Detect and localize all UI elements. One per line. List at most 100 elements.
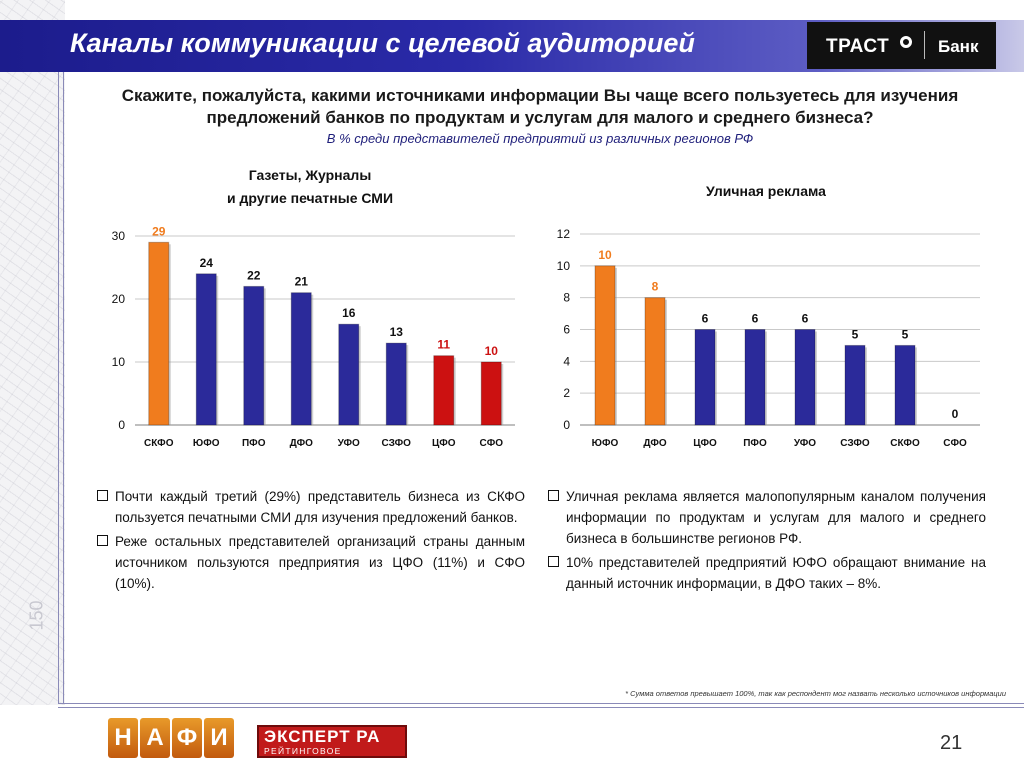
bullet-square-icon bbox=[97, 535, 108, 546]
category-label: ПФО bbox=[242, 438, 266, 449]
y-tick-label: 30 bbox=[112, 229, 126, 243]
survey-subtitle: В % среди представителей предприятий из … bbox=[326, 131, 754, 146]
y-tick-label: 6 bbox=[563, 323, 570, 337]
category-label: СЗФО bbox=[382, 438, 412, 449]
chart2-title-line1: Уличная реклама bbox=[706, 183, 826, 199]
category-label: СФО bbox=[479, 438, 503, 449]
frame-bottom-line bbox=[58, 703, 1024, 708]
bar bbox=[844, 344, 866, 426]
expert-logo-name: ЭКСПЕРТ РА bbox=[264, 727, 381, 746]
logo-trast-text: ТРАСТ bbox=[826, 36, 890, 57]
data-label: 10 bbox=[598, 248, 612, 262]
y-tick-label: 20 bbox=[112, 292, 126, 306]
chart1-title-line1: Газеты, Журналы bbox=[248, 167, 372, 183]
chart2-title: Уличная реклама bbox=[636, 180, 896, 203]
y-tick-label: 2 bbox=[563, 386, 570, 400]
bar bbox=[480, 361, 502, 426]
bar bbox=[694, 329, 716, 426]
y-tick-label: 12 bbox=[557, 227, 571, 241]
data-label: 10 bbox=[485, 344, 499, 358]
data-label: 6 bbox=[752, 312, 759, 326]
bullet-item: Уличная реклама является малопопулярным … bbox=[548, 486, 986, 549]
y-tick-label: 8 bbox=[563, 291, 570, 305]
bar bbox=[243, 285, 265, 426]
data-label: 5 bbox=[902, 327, 909, 341]
nafi-letter: Ф bbox=[172, 718, 202, 758]
chart1-title: Газеты, Журналы и другие печатные СМИ bbox=[170, 164, 450, 210]
logo-divider bbox=[924, 31, 925, 59]
bullet-text: 10% представителей предприятий ЮФО обращ… bbox=[566, 555, 986, 591]
category-label: ЮФО bbox=[592, 438, 619, 449]
bar bbox=[744, 329, 766, 426]
expert-logo-subtitle: РЕЙТИНГОВОЕ АГЕНТСТВО bbox=[264, 746, 342, 766]
category-label: ПФО bbox=[743, 438, 767, 449]
side-watermark-number: 150 bbox=[26, 600, 47, 631]
bullet-text: Реже остальных представителей организаци… bbox=[115, 534, 525, 591]
data-label: 24 bbox=[200, 256, 214, 270]
nafi-letter: И bbox=[204, 718, 234, 758]
bullets-left: Почти каждый третий (29%) представитель … bbox=[97, 486, 525, 597]
bar bbox=[894, 344, 916, 426]
data-label: 0 bbox=[952, 407, 959, 421]
logo-bank-text: Банк bbox=[938, 37, 979, 56]
data-label: 8 bbox=[652, 280, 659, 294]
category-label: СКФО bbox=[144, 438, 174, 449]
category-label: ДФО bbox=[290, 438, 314, 449]
y-tick-label: 0 bbox=[118, 418, 125, 432]
frame-left-line bbox=[58, 72, 64, 704]
bar bbox=[594, 265, 616, 426]
bar bbox=[644, 297, 666, 426]
background-pattern bbox=[0, 0, 65, 705]
expert-ra-logo: ЭКСПЕРТ РА РЕЙТИНГОВОЕ АГЕНТСТВО bbox=[257, 725, 407, 766]
y-tick-label: 10 bbox=[557, 259, 571, 273]
bullet-text: Уличная реклама является малопопулярным … bbox=[566, 489, 986, 546]
bar bbox=[290, 292, 312, 426]
page-number: 21 bbox=[940, 732, 963, 754]
nafi-letter: Н bbox=[108, 718, 138, 758]
chart-street-ads: 0 2 4 6 8 10 12 10 ЮФО 8 ДФО 6 ЦФО 6 ПФО 6 УФО 5 СЗФО 5 СКФО… bbox=[557, 227, 980, 449]
bar bbox=[148, 241, 170, 426]
category-label: СКФО bbox=[890, 438, 920, 449]
data-label: 29 bbox=[152, 224, 166, 238]
bullet-item: Почти каждый третий (29%) представитель … bbox=[97, 486, 525, 528]
category-label: ЦФО bbox=[693, 438, 717, 449]
survey-question: Скажите, пожалуйста, какими источниками … bbox=[121, 86, 959, 127]
footnote: * Сумма ответов превышает 100%, так как … bbox=[625, 689, 1006, 698]
bullet-item: Реже остальных представителей организаци… bbox=[97, 531, 525, 594]
category-label: ДФО bbox=[643, 438, 667, 449]
category-label: УФО bbox=[338, 438, 360, 449]
bullet-square-icon bbox=[548, 556, 559, 567]
bullet-square-icon bbox=[97, 490, 108, 501]
data-label: 16 bbox=[342, 306, 356, 320]
chart1-title-line2: и другие печатные СМИ bbox=[226, 190, 394, 206]
logo-ring-icon bbox=[900, 36, 912, 48]
data-label: 6 bbox=[802, 312, 809, 326]
y-tick-label: 0 bbox=[563, 418, 570, 432]
bullet-text: Почти каждый третий (29%) представитель … bbox=[115, 489, 525, 525]
bullets-right: Уличная реклама является малопопулярным … bbox=[548, 486, 986, 597]
nafi-letter: А bbox=[140, 718, 170, 758]
data-label: 13 bbox=[390, 325, 404, 339]
category-label: СФО bbox=[943, 438, 967, 449]
bullet-item: 10% представителей предприятий ЮФО обращ… bbox=[548, 552, 986, 594]
data-label: 11 bbox=[437, 338, 450, 352]
y-tick-label: 10 bbox=[112, 355, 126, 369]
category-label: СЗФО bbox=[840, 438, 870, 449]
bar bbox=[433, 355, 455, 426]
bar bbox=[195, 273, 217, 426]
bar bbox=[794, 329, 816, 426]
data-label: 22 bbox=[247, 268, 261, 282]
y-tick-label: 4 bbox=[563, 354, 570, 368]
bar bbox=[385, 342, 407, 426]
data-label: 21 bbox=[295, 275, 309, 289]
bar bbox=[338, 323, 360, 426]
category-label: ЮФО bbox=[193, 438, 220, 449]
category-label: ЦФО bbox=[432, 438, 456, 449]
data-label: 5 bbox=[852, 327, 859, 341]
category-label: УФО bbox=[794, 438, 816, 449]
bullet-square-icon bbox=[548, 490, 559, 501]
data-label: 6 bbox=[702, 312, 709, 326]
chart-print-media: 0 10 20 30 29 СКФО 24 ЮФО 22 ПФО 21 ДФО 16 УФО 13 СЗФО 1… bbox=[112, 224, 515, 449]
slide-title: Каналы коммуникации с целевой аудиторией bbox=[70, 28, 695, 58]
